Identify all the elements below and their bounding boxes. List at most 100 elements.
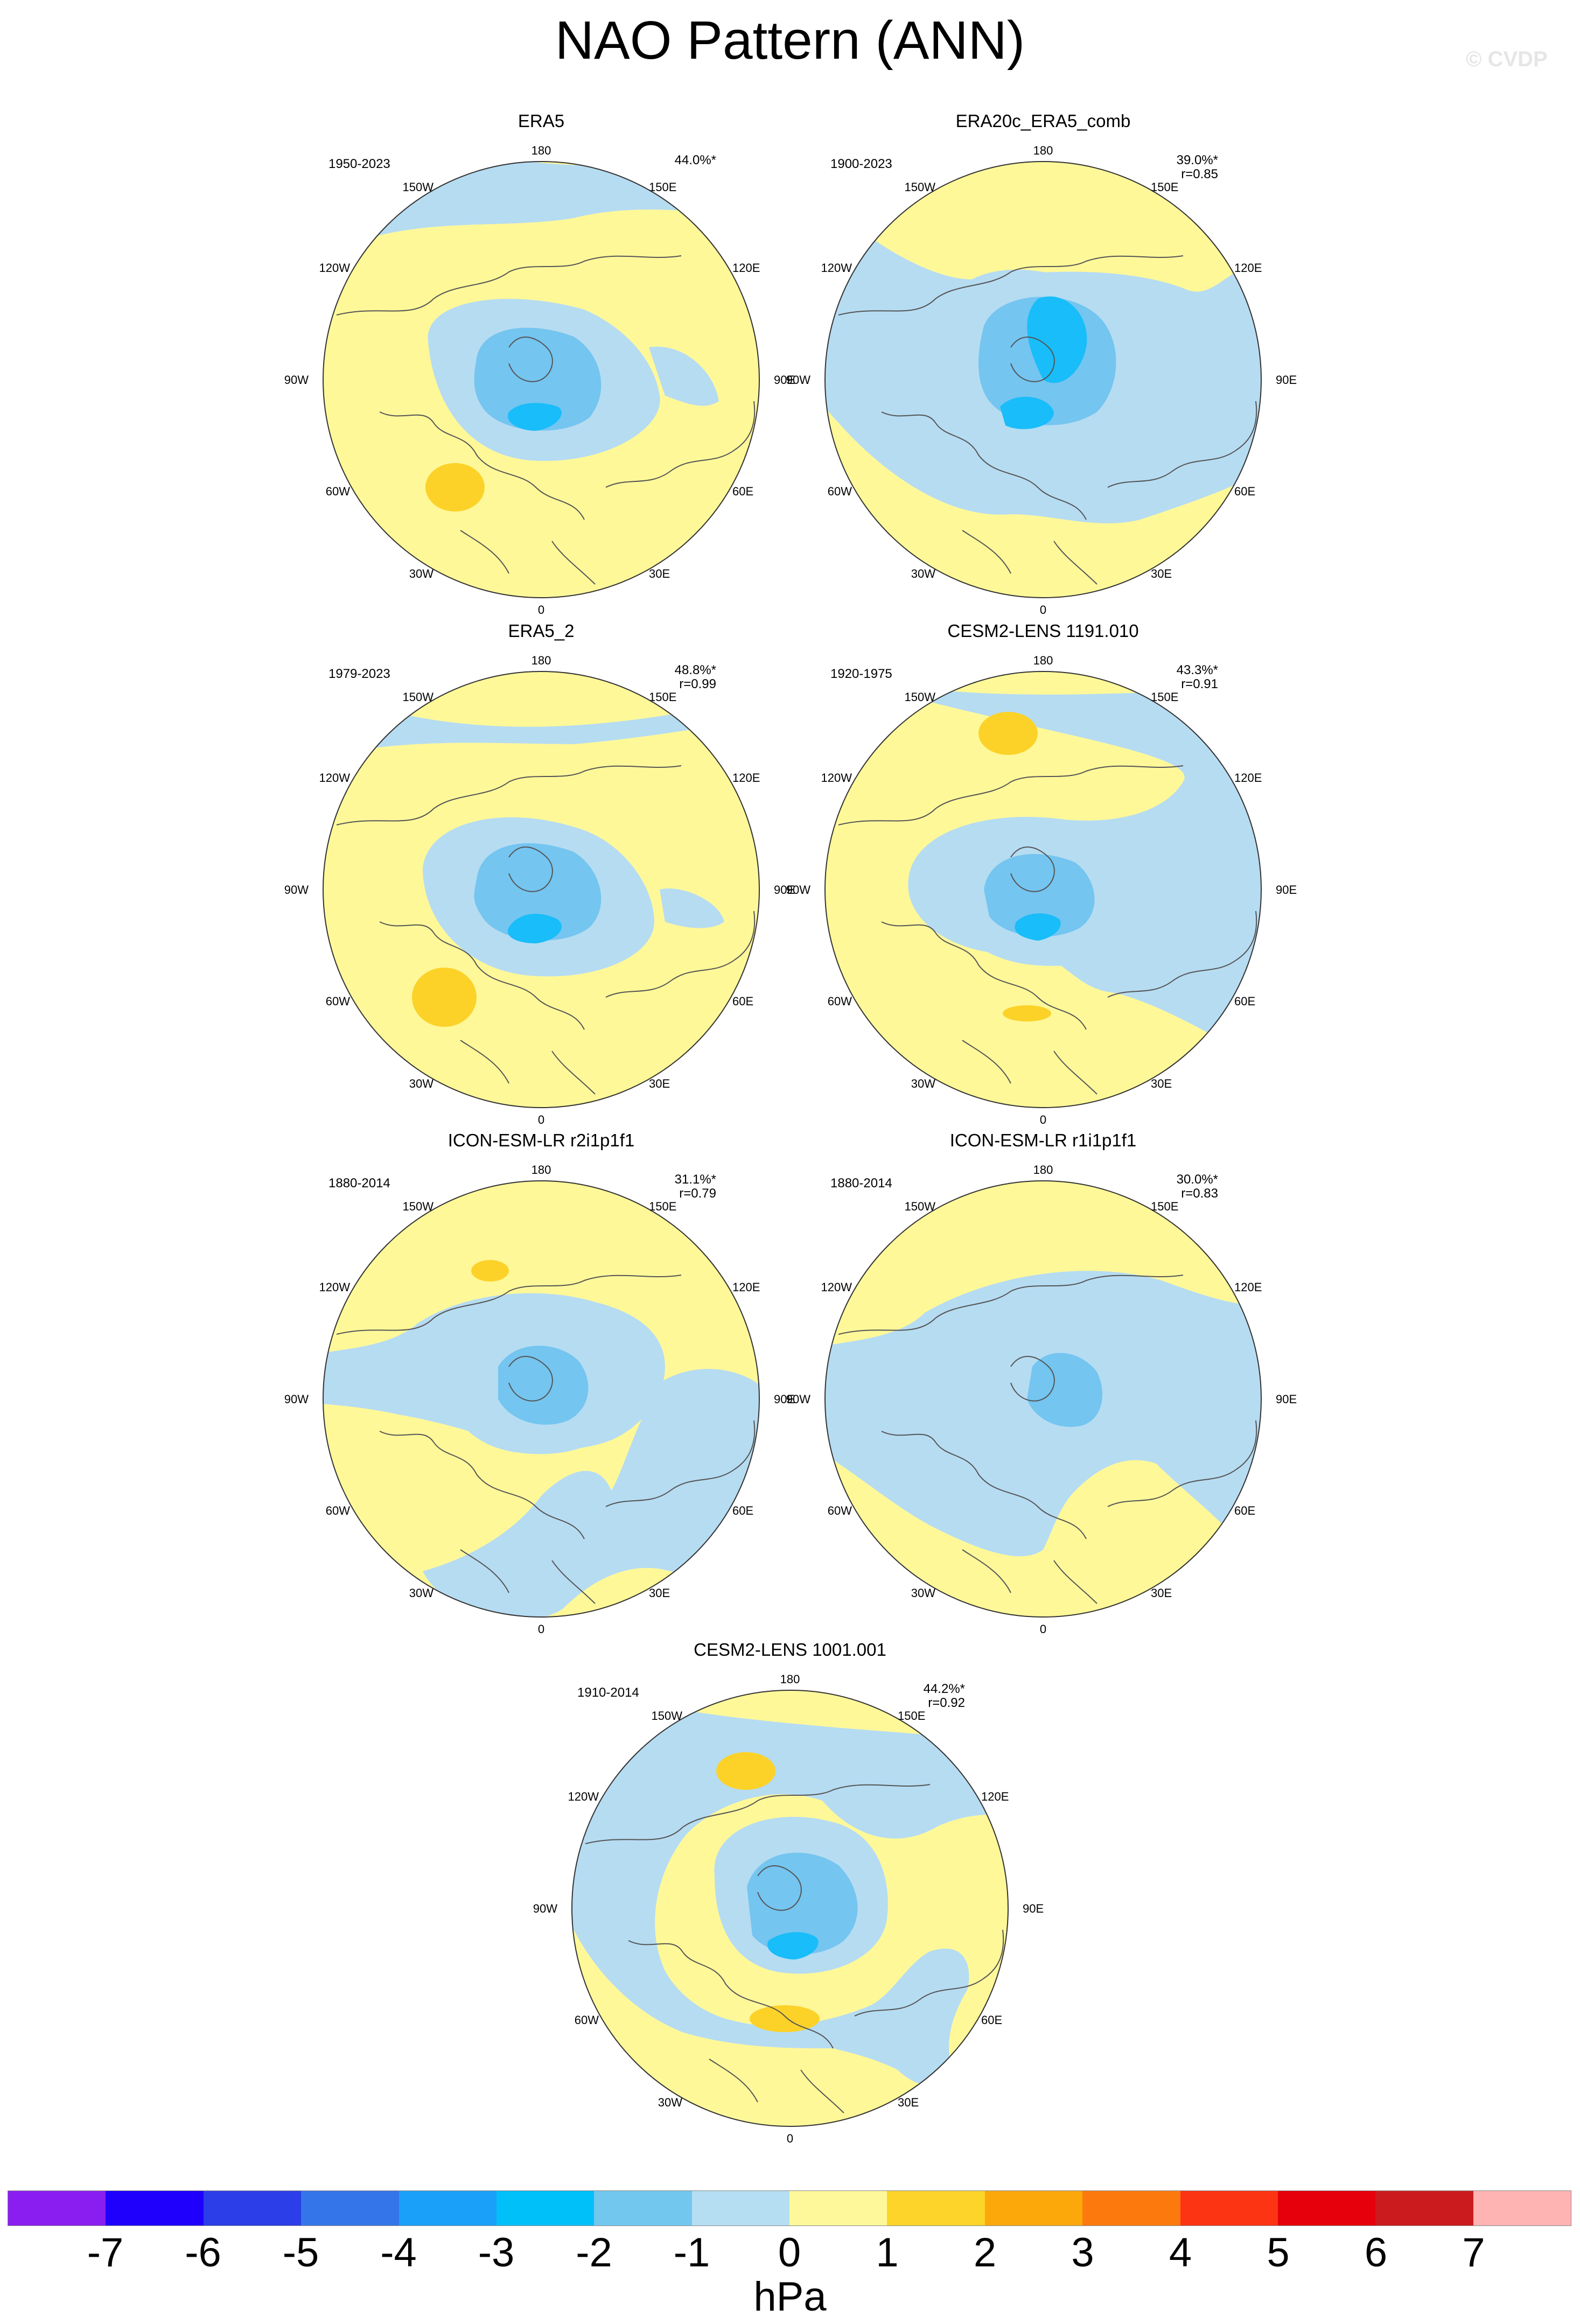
longitude-label: 180 xyxy=(780,1672,800,1686)
longitude-label: 150W xyxy=(652,1709,683,1723)
watermark: © CVDP xyxy=(1466,47,1548,71)
longitude-label: 30W xyxy=(409,1586,434,1600)
pattern-correlation: r=0.91 xyxy=(1181,677,1218,691)
colorbar-tick-label: -4 xyxy=(380,2230,417,2276)
longitude-label: 90W xyxy=(284,1392,309,1406)
positive-anomaly-region xyxy=(978,712,1038,755)
longitude-label: 30E xyxy=(1151,1077,1172,1090)
map-panel-era5: ERA5 1950-2023 44.0%* 180 0 90W 90E 150W 120W 60W… xyxy=(272,110,810,617)
colorbar-swatch xyxy=(106,2191,204,2225)
polar-map: 180 0 90W 90E 150W 120W 60W 30W 150E 120E 60E 30E xyxy=(284,144,795,617)
longitude-label: 60E xyxy=(981,2013,1002,2027)
longitude-label: 120W xyxy=(821,771,852,785)
longitude-label: 30E xyxy=(649,1077,670,1090)
colorbar-tick-label: 1 xyxy=(876,2230,899,2276)
explained-variance: 44.0%* xyxy=(674,153,716,167)
colorbar-swatch xyxy=(301,2191,399,2225)
panel-title: ERA5_2 xyxy=(508,621,575,641)
longitude-label: 150E xyxy=(1151,690,1178,704)
negative-anomaly-region xyxy=(323,685,759,751)
colorbar-unit: hPa xyxy=(753,2274,827,2320)
colorbar-swatch xyxy=(887,2191,985,2225)
positive-anomaly-region xyxy=(716,1752,775,1790)
longitude-label: 60E xyxy=(732,995,753,1008)
map-panel-era5-2: ERA5_2 1979-2023 48.8%* r=0.99 180 0 90W 90E 150… xyxy=(272,620,810,1126)
colorbar-tick-label: 5 xyxy=(1267,2230,1290,2276)
longitude-label: 90E xyxy=(774,1392,795,1406)
colorbar-swatch xyxy=(1082,2191,1180,2225)
panel-stats: 44.0%* xyxy=(675,153,716,167)
longitude-label: 0 xyxy=(538,603,544,617)
panel-title: ICON-ESM-LR r1i1p1f1 xyxy=(949,1130,1137,1150)
colorbar-tick-label: -3 xyxy=(478,2230,515,2276)
panel-title: ERA5 xyxy=(518,111,565,131)
longitude-label: 90E xyxy=(774,373,795,387)
longitude-label: 120W xyxy=(821,1280,852,1294)
explained-variance: 39.0%* xyxy=(1176,153,1218,167)
colorbar-swatch xyxy=(789,2191,887,2225)
longitude-label: 150E xyxy=(898,1709,925,1723)
panel-stats: 44.2%* r=0.92 xyxy=(924,1682,965,1710)
longitude-label: 90W xyxy=(786,373,810,387)
longitude-label: 30W xyxy=(911,567,935,580)
panel-period: 1900-2023 xyxy=(830,157,892,171)
longitude-label: 0 xyxy=(1040,1113,1046,1126)
colorbar-swatch xyxy=(594,2191,692,2225)
longitude-label: 0 xyxy=(1040,1622,1046,1636)
map-boundary xyxy=(824,1180,1262,1618)
longitude-label: 0 xyxy=(1040,603,1046,617)
map-boundary xyxy=(824,671,1262,1108)
panel-period: 1910-2014 xyxy=(577,1685,639,1700)
colorbar-tick-label: -1 xyxy=(673,2230,710,2276)
map-panel-icon-r1i1p1f1: ICON-ESM-LR r1i1p1f1 1880-2014 30.0%* r=0.8… xyxy=(774,1130,1312,1636)
polar-map: 180 0 90W 90E 150W 120W 60W 30W 150E 120E 60E 30E xyxy=(786,144,1297,617)
longitude-label: 60W xyxy=(575,2013,599,2027)
polar-map: 180 0 90W 90E 150W 120W 60W 30W 150E 120E 60E 30E xyxy=(786,654,1297,1126)
longitude-label: 90W xyxy=(284,883,309,897)
panel-period: 1880-2014 xyxy=(830,1176,892,1191)
longitude-label: 150E xyxy=(1151,1200,1178,1213)
longitude-label: 150E xyxy=(1151,180,1178,194)
longitude-label: 120W xyxy=(319,771,351,785)
pattern-correlation: r=0.99 xyxy=(679,677,716,691)
pattern-correlation: r=0.83 xyxy=(1181,1186,1218,1201)
panel-stats: 39.0%* r=0.85 xyxy=(1177,153,1218,181)
longitude-label: 60W xyxy=(326,1504,350,1517)
longitude-label: 30E xyxy=(649,1586,670,1600)
positive-anomaly-region xyxy=(412,968,477,1027)
explained-variance: 43.3%* xyxy=(1176,663,1218,677)
longitude-label: 30W xyxy=(409,567,434,580)
longitude-label: 0 xyxy=(787,2132,793,2145)
colorbar-swatch xyxy=(8,2191,106,2225)
panel-period: 1979-2023 xyxy=(328,667,390,681)
panel-title: CESM2-LENS 1191.010 xyxy=(947,621,1139,641)
longitude-label: 30W xyxy=(658,2096,682,2109)
longitude-label: 0 xyxy=(538,1113,544,1126)
longitude-label: 60W xyxy=(326,995,350,1008)
longitude-label: 120W xyxy=(319,261,351,275)
panel-period: 1920-1975 xyxy=(830,667,892,681)
positive-anomaly-region xyxy=(1003,1005,1051,1021)
polar-map: 180 0 90W 90E 150W 120W 60W 30W 150E 120E 60E 30E xyxy=(284,654,795,1126)
map-boundary xyxy=(323,1180,760,1618)
longitude-label: 150W xyxy=(905,180,936,194)
pattern-correlation: r=0.85 xyxy=(1181,167,1218,181)
positive-anomaly-region xyxy=(750,2005,820,2032)
longitude-label: 150W xyxy=(905,1200,936,1213)
panel-title: ERA20c_ERA5_comb xyxy=(955,111,1131,131)
colorbar-tick-label: 0 xyxy=(778,2230,801,2276)
colorbar-swatch xyxy=(984,2191,1083,2225)
positive-anomaly-region xyxy=(471,1260,509,1282)
longitude-label: 60E xyxy=(1234,1504,1255,1517)
longitude-label: 180 xyxy=(532,1163,551,1177)
negative-anomaly-region xyxy=(572,1690,1008,2087)
longitude-label: 120E xyxy=(981,1790,1009,1803)
longitude-label: 90E xyxy=(774,883,795,897)
colorbar-tick-label: 3 xyxy=(1071,2230,1094,2276)
negative-anomaly-region xyxy=(326,162,759,241)
longitude-label: 90E xyxy=(1023,1902,1044,1915)
longitude-label: 120E xyxy=(1234,261,1262,275)
colorbar-tick-label: 6 xyxy=(1364,2230,1388,2276)
longitude-label: 180 xyxy=(532,654,551,667)
colorbar-swatch xyxy=(496,2191,595,2225)
